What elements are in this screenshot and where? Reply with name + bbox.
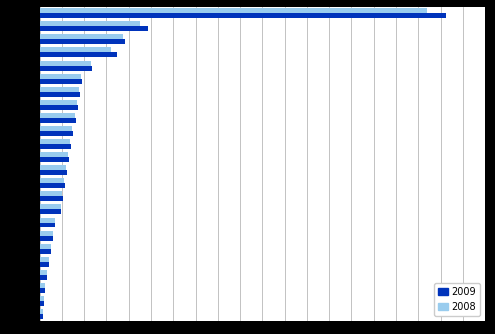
Bar [40, 209, 61, 214]
Bar [40, 244, 51, 249]
Bar [40, 157, 69, 162]
Bar [40, 204, 60, 209]
Bar [40, 222, 55, 227]
Bar [40, 170, 67, 175]
Bar [40, 39, 125, 44]
Bar [40, 144, 71, 149]
Bar [40, 257, 49, 262]
Bar [40, 8, 427, 13]
Bar [40, 87, 79, 92]
Bar [40, 314, 44, 319]
Bar [40, 152, 68, 157]
Bar [40, 47, 111, 52]
Bar [40, 309, 44, 314]
Bar [40, 231, 53, 235]
Bar [40, 26, 148, 31]
Bar [40, 92, 80, 97]
Bar [40, 288, 46, 293]
Bar [40, 34, 123, 39]
Bar [40, 275, 48, 280]
Bar [40, 100, 77, 105]
Bar [40, 183, 65, 188]
Bar [40, 74, 81, 78]
Bar [40, 60, 91, 65]
Bar [40, 113, 75, 118]
Bar [40, 21, 140, 26]
Bar [40, 131, 73, 136]
Bar [40, 196, 63, 201]
Bar [40, 178, 64, 183]
Bar [40, 249, 51, 254]
Bar [40, 217, 55, 222]
Legend: 2009, 2008: 2009, 2008 [434, 283, 480, 316]
Bar [40, 139, 70, 144]
Bar [40, 270, 47, 275]
Bar [40, 283, 45, 288]
Bar [40, 296, 44, 301]
Bar [40, 65, 92, 70]
Bar [40, 52, 117, 57]
Bar [40, 78, 82, 84]
Bar [40, 13, 446, 18]
Bar [40, 262, 50, 267]
Bar [40, 235, 53, 240]
Bar [40, 301, 45, 306]
Bar [40, 118, 76, 123]
Bar [40, 165, 66, 170]
Bar [40, 126, 72, 131]
Bar [40, 105, 78, 110]
Bar [40, 191, 62, 196]
